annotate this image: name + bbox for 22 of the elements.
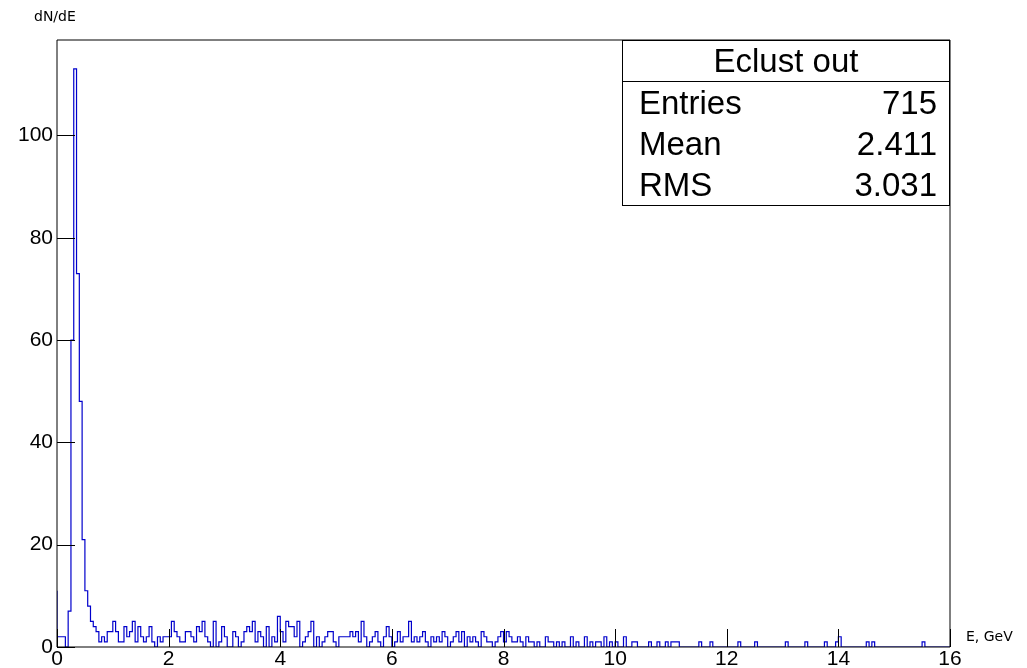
y-tick-label: 80 bbox=[29, 224, 53, 248]
y-axis-title: dN/dE bbox=[34, 8, 76, 24]
annotation: 2.411 bbox=[856, 124, 937, 164]
x-tick-label: 6 bbox=[386, 646, 398, 668]
x-tick-label: 10 bbox=[603, 646, 627, 668]
annotation: Eclust out bbox=[623, 41, 949, 82]
annotation: Mean bbox=[639, 124, 722, 164]
x-tick-label: 12 bbox=[715, 646, 739, 668]
annotation: 3.031 bbox=[854, 165, 937, 205]
x-tick-label: 14 bbox=[826, 646, 851, 668]
x-tick-label: 2 bbox=[162, 646, 175, 668]
annotation: RMS bbox=[639, 165, 713, 205]
y-tick-label: 20 bbox=[29, 531, 53, 555]
x-tick-label: 4 bbox=[274, 646, 287, 668]
annotation: Entries bbox=[639, 83, 742, 123]
y-tick-label: 40 bbox=[29, 429, 53, 453]
x-axis-title: E, GeV bbox=[966, 628, 1013, 644]
x-tick-label: 16 bbox=[938, 646, 962, 668]
y-tick-label: 100 bbox=[17, 122, 53, 146]
y-tick-label: 60 bbox=[29, 326, 53, 350]
x-tick-label: 8 bbox=[497, 646, 510, 668]
annotation: 715 bbox=[881, 83, 937, 123]
